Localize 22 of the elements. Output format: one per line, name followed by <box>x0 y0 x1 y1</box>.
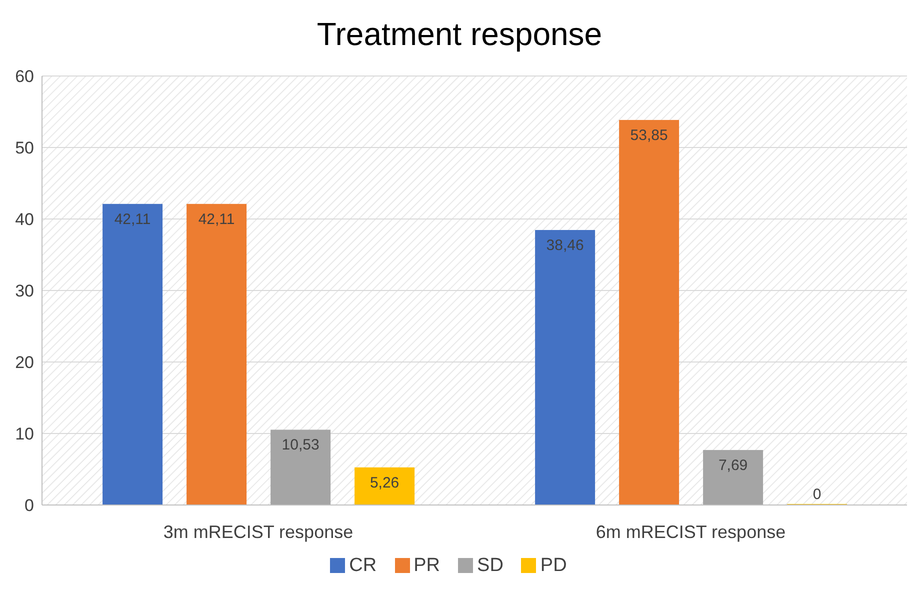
chart-title: Treatment response <box>316 15 604 54</box>
legend-label: PR <box>414 555 440 576</box>
data-label: 42,11 <box>114 210 151 228</box>
data-label: 0 <box>812 486 822 503</box>
y-tick-label: 10 <box>15 424 34 444</box>
legend-label: PD <box>540 555 567 576</box>
data-label: 38,46 <box>546 237 584 254</box>
data-label: 7,69 <box>718 457 748 474</box>
y-tick-label: 0 <box>24 496 34 516</box>
data-label: 5,26 <box>370 474 400 492</box>
data-label: 53,85 <box>630 126 668 144</box>
y-tick-label: 30 <box>15 282 34 301</box>
y-tick-label: 50 <box>15 138 34 158</box>
y-tick-label: 40 <box>15 210 34 230</box>
legend-label: SD <box>477 555 504 576</box>
y-tick-label: 20 <box>15 353 34 372</box>
x-tick-label: 3m mRECIST response <box>163 522 354 542</box>
data-label: 42,11 <box>198 210 235 228</box>
x-tick-label: 6m mRECIST response <box>596 522 786 542</box>
legend-label: CR <box>349 555 377 576</box>
data-label: 10,53 <box>282 436 320 454</box>
y-tick-label: 60 <box>15 67 34 86</box>
